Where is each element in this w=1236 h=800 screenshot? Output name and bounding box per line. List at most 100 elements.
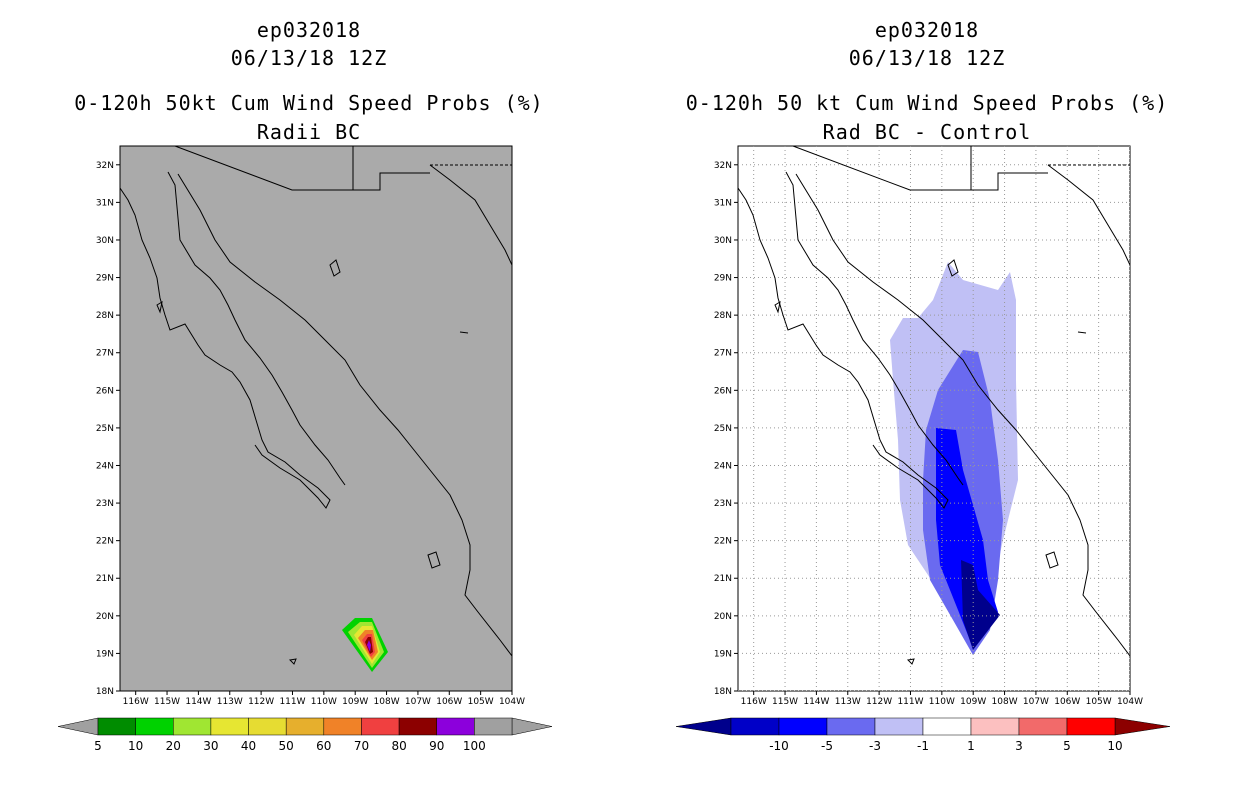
lat-label: 28N xyxy=(96,311,114,321)
lon-label: 116W xyxy=(123,697,149,707)
right-map-panel: ep032018 06/13/18 12Z 0-120h 50 kt Cum W… xyxy=(618,0,1236,800)
colorbar-label: 50 xyxy=(279,739,294,753)
lon-label: 116W xyxy=(741,697,767,707)
plot-subtitle: Radii BC xyxy=(256,120,362,144)
diff-contour-minus-5 xyxy=(936,428,998,648)
colorbar-swatch xyxy=(922,717,972,736)
colorbar-label: -10 xyxy=(769,739,789,753)
colorbar-swatch xyxy=(173,717,212,736)
diff-contour-minus-10 xyxy=(961,560,1000,650)
lon-label: 111W xyxy=(279,697,305,707)
colorbar-label: 3 xyxy=(1015,739,1023,753)
lat-label: 25N xyxy=(96,424,114,434)
lat-label: 24N xyxy=(714,461,732,471)
lat-label: 27N xyxy=(96,349,114,359)
lon-label: 109W xyxy=(960,697,986,707)
colorbar-swatch xyxy=(248,717,287,736)
colorbar-label: 10 xyxy=(1107,739,1122,753)
colorbar-label: 70 xyxy=(354,739,369,753)
storm-id: ep032018 xyxy=(256,18,362,42)
plot-title: 0-120h 50 kt Cum Wind Speed Probs (%) xyxy=(685,91,1169,115)
lat-label: 31N xyxy=(714,198,732,208)
lat-label: 26N xyxy=(96,386,114,396)
colorbar: 5 10 20 30 40 50 60 70 80 90 100 xyxy=(57,717,553,753)
lon-label: 112W xyxy=(866,697,892,707)
colorbar-swatch xyxy=(97,717,136,736)
probability-contours xyxy=(342,618,388,672)
colorbar-swatch xyxy=(874,717,924,736)
plot-subtitle: Rad BC - Control xyxy=(822,120,1032,144)
lon-label: 110W xyxy=(311,697,337,707)
lat-label: 31N xyxy=(96,198,114,208)
lon-label: 108W xyxy=(374,697,400,707)
colorbar-label: -5 xyxy=(821,739,833,753)
lat-label: 18N xyxy=(714,687,732,697)
colorbar-label: 90 xyxy=(429,739,444,753)
colorbar-label: 40 xyxy=(241,739,256,753)
lat-label: 21N xyxy=(714,574,732,584)
colorbar-label: 10 xyxy=(128,739,143,753)
lon-label: 107W xyxy=(1023,697,1049,707)
colorbar: -10 -5 -3 -1 1 3 5 10 xyxy=(675,717,1171,753)
lat-label: 20N xyxy=(714,612,732,622)
lon-label: 109W xyxy=(342,697,368,707)
map-figure: 32N 31N 30N 29N 28N 27N 26N 25N 24N 23N 22N 21N 20N 1… xyxy=(57,145,553,753)
colorbar-swatch xyxy=(210,717,249,736)
colorbar-swatch xyxy=(1018,717,1068,736)
lon-label: 115W xyxy=(154,697,180,707)
colorbar-low-arrow xyxy=(57,717,99,736)
lat-label: 29N xyxy=(714,274,732,284)
left-map-panel: ep032018 06/13/18 12Z 0-120h 50kt Cum Wi… xyxy=(57,18,553,753)
lon-label: 114W xyxy=(185,697,211,707)
lat-label: 23N xyxy=(714,499,732,509)
lon-label: 114W xyxy=(803,697,829,707)
lat-label: 23N xyxy=(96,499,114,509)
lon-label: 107W xyxy=(405,697,431,707)
lat-label: 30N xyxy=(714,236,732,246)
colorbar-swatch xyxy=(730,717,780,736)
colorbar-swatch xyxy=(826,717,876,736)
lat-label: 32N xyxy=(714,161,732,171)
lon-label: 113W xyxy=(217,697,243,707)
colorbar-swatch xyxy=(970,717,1020,736)
colorbar-label: 1 xyxy=(967,739,975,753)
lat-label: 21N xyxy=(96,574,114,584)
colorbar-label: -1 xyxy=(917,739,929,753)
lat-label: 25N xyxy=(714,424,732,434)
plot-title: 0-120h 50kt Cum Wind Speed Probs (%) xyxy=(74,91,544,115)
colorbar-high-arrow xyxy=(1114,717,1171,736)
colorbar-swatch xyxy=(135,717,174,736)
lon-label: 104W xyxy=(499,697,525,707)
lon-label: 106W xyxy=(436,697,462,707)
lat-label: 29N xyxy=(96,274,114,284)
map-area xyxy=(119,145,513,692)
lon-label: 115W xyxy=(772,697,798,707)
lat-label: 24N xyxy=(96,461,114,471)
colorbar-swatch xyxy=(361,717,400,736)
colorbar-swatch xyxy=(323,717,362,736)
lat-label: 28N xyxy=(714,311,732,321)
lon-label: 108W xyxy=(992,697,1018,707)
map-axes: 32N 31N 30N 29N 28N 27N 26N 25N 24N 23N 22N 21N 20N 1… xyxy=(96,161,525,707)
colorbar-label: 5 xyxy=(1063,739,1071,753)
lat-label: 30N xyxy=(96,236,114,246)
lon-label: 104W xyxy=(1117,697,1143,707)
lat-label: 19N xyxy=(96,649,114,659)
lon-label: 111W xyxy=(897,697,923,707)
prob-contour-90 xyxy=(367,640,371,652)
storm-id: ep032018 xyxy=(874,18,980,42)
colorbar-low-arrow xyxy=(675,717,732,736)
colorbar-label: -3 xyxy=(869,739,881,753)
difference-contours xyxy=(890,262,1018,655)
lon-label: 112W xyxy=(248,697,274,707)
colorbar-label: 80 xyxy=(391,739,406,753)
gridlines xyxy=(738,146,1130,691)
colorbar-label: 5 xyxy=(94,739,102,753)
lon-label: 105W xyxy=(1086,697,1112,707)
lat-label: 22N xyxy=(96,537,114,547)
colorbar-swatch xyxy=(436,717,475,736)
coastlines xyxy=(120,146,512,665)
colorbar-swatch xyxy=(285,717,325,736)
lat-label: 32N xyxy=(96,161,114,171)
datetime: 06/13/18 12Z xyxy=(848,46,1006,70)
